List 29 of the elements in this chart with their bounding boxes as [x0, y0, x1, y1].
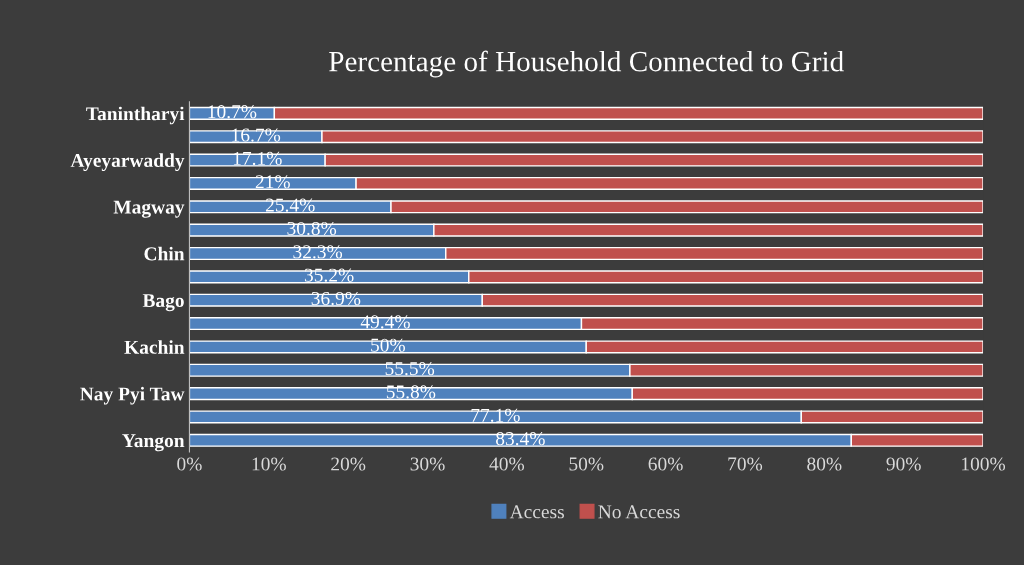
x-tick-label: 90% [886, 457, 921, 471]
y-tick-label: Kachin [124, 340, 185, 354]
data-label: 16.7% [232, 128, 281, 142]
data-label: 50% [371, 338, 405, 352]
y-tick-label: Bago [142, 294, 184, 312]
data-label: 55.8% [386, 385, 436, 399]
x-tick-label: 70% [728, 457, 763, 471]
x-tick-label: 40% [489, 457, 525, 471]
x-tick-label: 0% [177, 457, 202, 471]
x-tick-label: 10% [252, 457, 286, 471]
y-tick-label: Yangon [122, 434, 185, 452]
data-label: 35.2% [304, 268, 354, 282]
legend-label: Access [509, 505, 564, 519]
y-tick-label: Ayeyarwaddy [70, 153, 185, 172]
y-tick-label: Magway [113, 200, 185, 218]
x-tick-label: 100% [962, 457, 1006, 471]
chart-title: Percentage of Household Connected to Grid [329, 50, 844, 78]
legend-label: No Access [598, 505, 680, 519]
data-label: 77.1% [471, 408, 520, 422]
y-tick-label: Chin [144, 246, 185, 261]
x-tick-label: 20% [331, 457, 366, 471]
x-tick-label: 50% [569, 457, 604, 471]
y-tick-label: Nay Pyi Taw [80, 386, 185, 405]
data-label: 55.5% [385, 362, 435, 376]
x-tick-label: 30% [410, 457, 445, 471]
x-tick-label: 60% [648, 457, 683, 471]
y-tick-label: Tanintharyi [86, 106, 185, 125]
x-tick-label: 80% [807, 457, 842, 471]
data-label: 25.4% [265, 198, 315, 212]
